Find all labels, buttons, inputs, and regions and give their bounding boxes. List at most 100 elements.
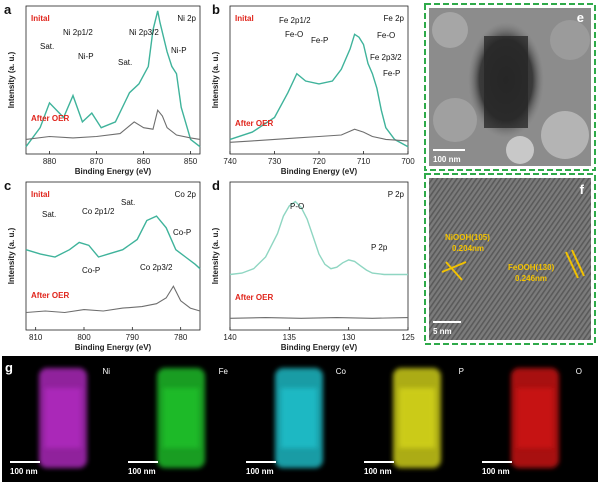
tem-nanocube-core — [484, 36, 528, 128]
panel-letter-d: d — [212, 178, 220, 193]
ylabel-b: Intensity (a. u.) — [211, 51, 220, 108]
eds-map-o: O 100 nm — [482, 367, 582, 476]
series-line-b-after-oer — [229, 128, 409, 143]
eds-element-label: O — [576, 367, 582, 376]
eds-particle-core — [163, 388, 199, 448]
annotation-d-po: P-O — [290, 202, 304, 211]
eds-map-co: Co 100 nm — [246, 367, 347, 476]
x-tick-label-c: 780 — [174, 333, 188, 342]
annotation-a-sat1: Sat. — [40, 42, 54, 51]
panel-g: g Ni 100 nm Fe 100 nm Co 100 nm P 100 nm O 100 nm — [2, 356, 598, 482]
ylabel-a: Intensity (a. u.) — [7, 51, 16, 108]
x-tick-label-b: 720 — [312, 157, 326, 166]
annotation-c-cop1: Co-P — [173, 228, 191, 237]
x-tick-label-a: 870 — [90, 157, 104, 166]
annotation-b-fep1: Fe-P — [311, 36, 328, 45]
panel-a: a 880 870 860 850 Inital Ni 2p After OER Sa… — [4, 2, 201, 176]
eds-element-label: Ni — [102, 367, 110, 376]
eds-element-label: P — [459, 367, 464, 376]
lattice-line — [445, 261, 463, 281]
annotation-c-sat1: Sat. — [42, 210, 56, 219]
panel-f: f NiOOH(105) 0.204nm FeOOH(130) 0.246nm … — [424, 173, 596, 345]
annotation-d-p2p: P 2p — [371, 243, 388, 252]
panel-letter-g: g — [5, 360, 13, 375]
eds-particle-core — [45, 388, 81, 448]
eds-particle-core — [399, 388, 435, 448]
eds-scale-label: 100 nm — [364, 467, 392, 476]
x-tick-label-c: 800 — [77, 333, 91, 342]
eds-element-label: Co — [336, 367, 347, 376]
panel-e: e 100 nm — [424, 3, 596, 171]
lattice-label-nio: NiOOH(105) — [445, 233, 490, 242]
series-line-c-after-oer — [25, 285, 201, 314]
axes-frame-d — [229, 181, 409, 331]
panel-letter-f: f — [580, 182, 585, 197]
eds-scale-label: 100 nm — [482, 467, 510, 476]
x-tick-label-b: 700 — [401, 157, 415, 166]
x-tick-label-c: 790 — [126, 333, 140, 342]
panel-letter-b: b — [212, 2, 220, 17]
after-oer-label-a: After OER — [31, 114, 69, 123]
title-d: P 2p — [388, 190, 405, 199]
tem-particle — [506, 136, 534, 164]
axes-frame-c — [25, 181, 201, 331]
x-tick-label-d: 130 — [342, 333, 356, 342]
x-tick-label-c: 810 — [29, 333, 43, 342]
annotation-c-co2p32: Co 2p3/2 — [140, 263, 173, 272]
eds-scale-label: 100 nm — [246, 467, 274, 476]
annotation-b-fe2p32: Fe 2p3/2 — [370, 53, 402, 62]
xlabel-b: Binding Energy (eV) — [281, 167, 358, 176]
x-tick-label-a: 880 — [43, 157, 57, 166]
x-tick-label-d: 135 — [283, 333, 297, 342]
initial-label-b: Inital — [235, 14, 254, 23]
initial-label-a: Inital — [31, 14, 50, 23]
x-tick-label-a: 860 — [137, 157, 151, 166]
marks-d: 140 135 130 125 — [223, 200, 415, 342]
ylabel-d: Intensity (a. u.) — [211, 227, 220, 284]
series-line-d-initial — [229, 200, 408, 276]
eds-map-p: P 100 nm — [364, 367, 464, 476]
annotation-b-feo1: Fe-O — [285, 30, 303, 39]
xlabel-d: Binding Energy (eV) — [281, 343, 358, 352]
series-line-b-initial — [229, 33, 409, 148]
annotation-c-cop2: Co-P — [82, 266, 100, 275]
axes-frame-a — [25, 5, 201, 155]
xlabel-a: Binding Energy (eV) — [75, 167, 152, 176]
eds-particle-core — [281, 388, 317, 448]
tem-particle — [432, 12, 468, 48]
annotation-a-ni2p32: Ni 2p3/2 — [129, 28, 159, 37]
xlabel-c: Binding Energy (eV) — [75, 343, 152, 352]
series-line-a-after-oer — [25, 108, 201, 140]
lattice-line — [441, 261, 467, 273]
panel-letter-e: e — [577, 10, 584, 25]
eds-scale-label: 100 nm — [128, 467, 156, 476]
x-tick-label-b: 710 — [357, 157, 371, 166]
scale-label-e: 100 nm — [433, 155, 461, 164]
annotation-a-nip1: Ni-P — [78, 52, 94, 61]
title-b: Fe 2p — [384, 14, 405, 23]
eds-element-label: Fe — [219, 367, 229, 376]
panel-d: d 140 135 130 125 P 2p After OER P-O P 2p B… — [211, 178, 415, 352]
panel-letter-c: c — [4, 178, 11, 193]
title-a: Ni 2p — [177, 14, 196, 23]
annotation-a-ni2p12: Ni 2p1/2 — [63, 28, 93, 37]
annotation-c-co2p12: Co 2p1/2 — [82, 207, 115, 216]
lattice-line — [565, 251, 579, 279]
annotation-b-fep2: Fe-P — [383, 69, 400, 78]
annotation-a-nip2: Ni-P — [171, 46, 187, 55]
panel-b: b 740 730 720 710 700 Inital Fe 2p After OER… — [211, 2, 415, 176]
eds-map-ni: Ni 100 nm — [10, 367, 110, 476]
marks-c: 810 800 790 780 — [25, 215, 201, 342]
eds-particle-core — [517, 388, 553, 448]
panel-letter-a: a — [4, 2, 12, 17]
x-tick-label-d: 125 — [401, 333, 415, 342]
series-line-d-after-oer — [229, 317, 409, 319]
initial-label-c: Inital — [31, 190, 50, 199]
annotation-c-sat2: Sat. — [121, 198, 135, 207]
eds-map-fe: Fe 100 nm — [128, 367, 229, 476]
series-line-c-initial — [25, 215, 201, 270]
x-tick-label-b: 740 — [223, 157, 237, 166]
tem-particle — [433, 98, 477, 142]
lattice-spacing-nio: 0.204nm — [452, 244, 484, 253]
lattice-spacing-feo: 0.246nm — [515, 274, 547, 283]
